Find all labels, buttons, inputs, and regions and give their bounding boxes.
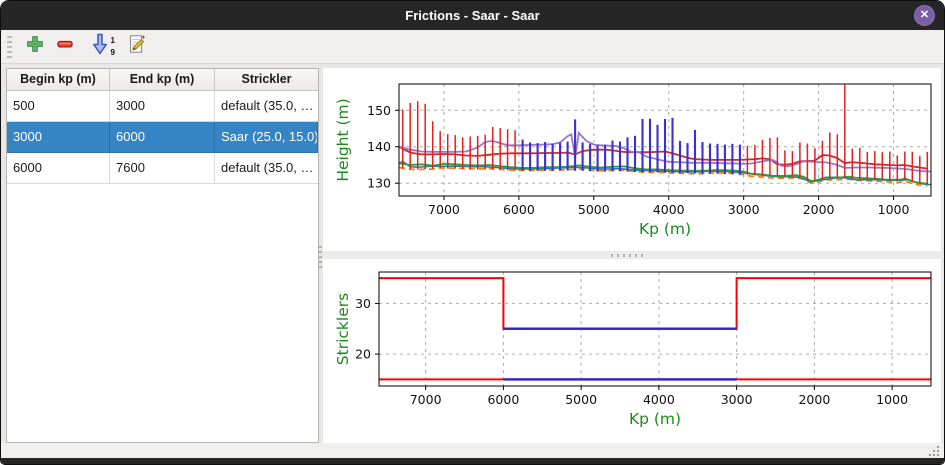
y-tick-label: 30 [355, 296, 371, 311]
close-button[interactable]: ✕ [914, 5, 935, 26]
y-tick-label: 20 [355, 347, 371, 362]
x-tick-label: 2000 [798, 392, 830, 407]
cell-end-kp: 6000 [110, 122, 215, 152]
window-bottom-border [1, 458, 944, 464]
horizontal-splitter[interactable] [323, 251, 941, 259]
window-title: Frictions - Saar - Saar [405, 8, 540, 23]
edit-button[interactable] [124, 34, 150, 60]
x-tick-label: 7000 [410, 392, 442, 407]
x-axis-label: Kp (m) [629, 410, 681, 428]
table-row[interactable]: 3000 6000 Saar (25.0, 15.0) [7, 122, 318, 153]
x-tick-label: 6000 [503, 202, 535, 217]
x-axis-label: Kp (m) [639, 220, 691, 238]
cell-begin-kp: 3000 [7, 122, 110, 152]
table-row[interactable]: 500 3000 default (35.0, … [7, 91, 318, 122]
sort-button[interactable]: 1 9 [88, 32, 116, 61]
cell-strickler: Saar (25.0, 15.0) [215, 122, 318, 152]
x-tick-label: 5000 [578, 202, 610, 217]
line-red [398, 145, 928, 170]
sort-descending-icon [90, 32, 114, 61]
column-header-end-kp[interactable]: End kp (m) [110, 69, 215, 91]
add-row-button[interactable] [22, 34, 48, 60]
x-tick-label: 4000 [643, 392, 675, 407]
x-tick-label: 6000 [487, 392, 519, 407]
height-profile-chart[interactable]: 7000 6000 5000 4000 3000 2000 1000 130 140 150 Kp … [323, 68, 941, 251]
column-header-begin-kp[interactable]: Begin kp (m) [7, 69, 110, 91]
y-tick-label: 140 [367, 139, 391, 154]
x-tick-label: 1000 [878, 202, 910, 217]
table-header-row: Begin kp (m) End kp (m) Strickler [7, 69, 318, 91]
frictions-table: Begin kp (m) End kp (m) Strickler 500 30… [6, 68, 319, 443]
resize-grip[interactable] [927, 446, 939, 458]
cell-end-kp: 7600 [110, 153, 215, 183]
vertical-splitter[interactable] [318, 68, 323, 443]
minus-icon [55, 34, 75, 59]
x-tick-label: 1000 [876, 392, 908, 407]
sort-digit-1: 1 [110, 35, 115, 45]
plus-icon [25, 34, 45, 59]
cell-strickler: default (35.0, … [221, 98, 314, 113]
toolbar-drag-handle[interactable] [7, 35, 12, 58]
x-tick-label: 3000 [728, 202, 760, 217]
cell-begin-kp: 6000 [7, 153, 110, 183]
edit-icon [126, 33, 148, 60]
toolbar: 1 9 [1, 30, 944, 64]
remove-row-button[interactable] [52, 34, 78, 60]
x-tick-label: 3000 [721, 392, 753, 407]
status-bar [1, 443, 944, 460]
line-purple [398, 130, 932, 173]
y-axis-label: Stricklers [334, 293, 352, 365]
cell-begin-kp: 500 [7, 91, 110, 121]
cell-strickler: default (35.0, … [221, 160, 314, 175]
x-tick-label: 2000 [803, 202, 835, 217]
splitter-handle-dots [611, 254, 645, 257]
cell-end-kp: 3000 [110, 91, 215, 121]
stricklers-chart[interactable]: 7000 6000 5000 4000 3000 2000 1000 20 30 Kp (m) St… [323, 259, 941, 443]
titlebar[interactable]: Frictions - Saar - Saar ✕ [1, 1, 944, 31]
x-tick-label: 4000 [653, 202, 685, 217]
y-tick-label: 130 [367, 176, 391, 191]
column-header-strickler[interactable]: Strickler [215, 69, 318, 91]
x-tick-label: 5000 [565, 392, 597, 407]
splitter-handle-dots [319, 246, 322, 268]
sort-digit-9: 9 [110, 47, 115, 57]
table-row[interactable]: 6000 7600 default (35.0, … [7, 153, 318, 184]
y-axis-label: Height (m) [334, 98, 352, 181]
x-tick-label: 7000 [428, 202, 460, 217]
y-tick-label: 150 [367, 103, 391, 118]
